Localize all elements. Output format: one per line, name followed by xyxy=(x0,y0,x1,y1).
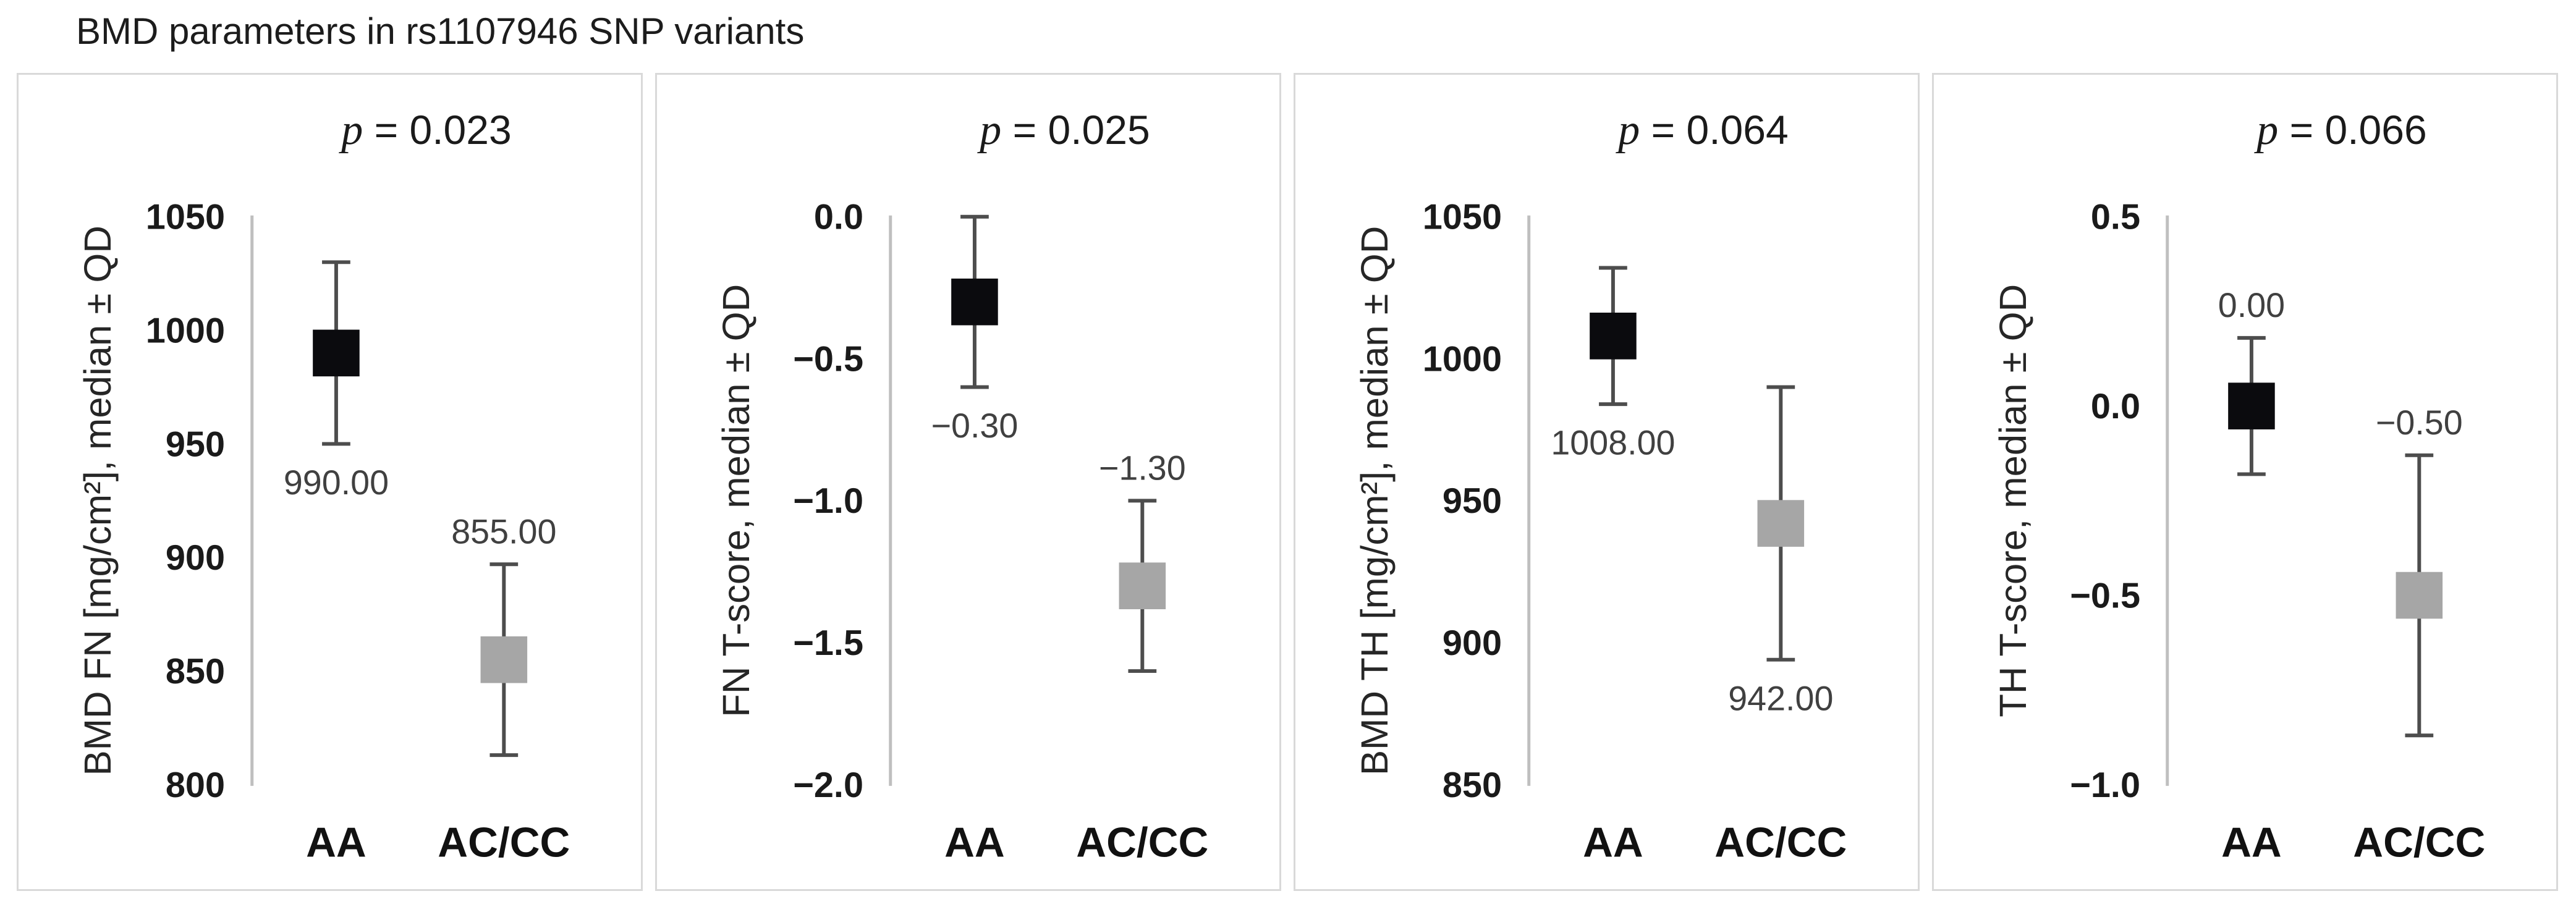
y-tick-label: 850 xyxy=(1443,766,1502,805)
p-value: p = 0.023 xyxy=(253,106,600,155)
p-symbol: p xyxy=(341,106,363,154)
category-label: AA xyxy=(2221,819,2282,866)
y-tick-label: 0.5 xyxy=(2091,198,2140,237)
category-label: AC/CC xyxy=(1714,819,1847,866)
median-marker xyxy=(313,329,360,377)
y-tick-label: −1.0 xyxy=(793,481,863,521)
chart-panel-fn-tscore: p = 0.025 0.0 −0.5 −1.0 −1.5 −2.0 FN T-score,… xyxy=(655,73,1281,891)
y-tick-label: 1000 xyxy=(1423,339,1502,379)
errorbar-plot: 0.0 −0.5 −1.0 −1.5 −2.0 FN T-score, median ± … xyxy=(715,198,1208,866)
p-symbol: p xyxy=(2256,106,2279,154)
y-tick-label: 1050 xyxy=(1423,198,1502,237)
category-label: AA xyxy=(306,819,366,866)
category-label: AC/CC xyxy=(438,819,570,866)
y-tick-label: 950 xyxy=(1443,481,1502,521)
y-tick-label: 950 xyxy=(166,424,225,464)
y-tick-label: 0.0 xyxy=(814,198,863,237)
p-symbol: p xyxy=(980,106,1002,154)
median-marker xyxy=(1119,562,1166,610)
y-tick-label: −0.5 xyxy=(2070,576,2140,615)
chart-panel-th-tscore: p = 0.066 0.5 0.0 −0.5 −1.0 TH T-score, medi… xyxy=(1932,73,2558,891)
y-tick-label: 800 xyxy=(166,766,225,805)
value-label: 990.00 xyxy=(284,463,389,502)
value-label: 1008.00 xyxy=(1551,424,1675,462)
y-tick-label: 900 xyxy=(1443,623,1502,663)
y-tick-label: −1.0 xyxy=(2070,766,2140,805)
category-label: AA xyxy=(944,819,1005,866)
value-label: −1.30 xyxy=(1099,449,1186,487)
value-label: 0.00 xyxy=(2218,286,2285,324)
category-label: AA xyxy=(1583,819,1643,866)
value-label: −0.50 xyxy=(2376,403,2463,442)
y-tick-label: 850 xyxy=(166,652,225,691)
p-value-text: = 0.064 xyxy=(1640,107,1789,153)
y-axis-title: BMD FN [mg/cm²], median ± QD xyxy=(77,226,119,775)
median-marker xyxy=(951,278,998,326)
category-label: AC/CC xyxy=(2353,819,2485,866)
p-value: p = 0.025 xyxy=(892,106,1238,155)
figure-title: BMD parameters in rs1107946 SNP variants xyxy=(76,11,805,52)
category-label: AC/CC xyxy=(1076,819,1208,866)
value-label: 855.00 xyxy=(451,512,556,551)
errorbar-plot: 1050 1000 950 900 850 800 BMD FN [mg/cm²], med… xyxy=(77,198,570,866)
y-tick-label: 900 xyxy=(166,538,225,578)
value-label: −0.30 xyxy=(931,407,1019,445)
median-marker xyxy=(2396,572,2443,619)
p-symbol: p xyxy=(1618,106,1640,154)
p-value-text: = 0.066 xyxy=(2278,107,2427,153)
p-value-text: = 0.023 xyxy=(363,107,512,153)
median-marker xyxy=(1757,500,1805,547)
p-value-text: = 0.025 xyxy=(1001,107,1150,153)
p-value: p = 0.066 xyxy=(2169,106,2515,155)
y-tick-label: 1000 xyxy=(146,311,225,350)
y-axis-title: FN T-score, median ± QD xyxy=(715,284,758,717)
median-marker xyxy=(480,636,528,683)
y-tick-label: −1.5 xyxy=(793,623,863,663)
p-value: p = 0.064 xyxy=(1530,106,1876,155)
y-tick-label: −2.0 xyxy=(793,766,863,805)
y-tick-label: 1050 xyxy=(146,198,225,237)
y-axis-title: BMD TH [mg/cm²], median ± QD xyxy=(1354,226,1396,775)
y-tick-label: −0.5 xyxy=(793,339,863,379)
errorbar-plot: 0.5 0.0 −0.5 −1.0 TH T-score, median ± QD 0.0… xyxy=(1992,198,2485,866)
panel-row: p = 0.023 1050 1000 950 900 850 800 BMD FN [mg… xyxy=(17,73,2558,891)
errorbar-plot: 1050 1000 950 900 850 BMD TH [mg/cm²], median… xyxy=(1354,198,1847,866)
median-marker xyxy=(2228,382,2275,429)
median-marker xyxy=(1590,312,1637,360)
y-axis-title: TH T-score, median ± QD xyxy=(1992,284,2035,717)
chart-panel-bmd-fn: p = 0.023 1050 1000 950 900 850 800 BMD FN [mg… xyxy=(17,73,643,891)
value-label: 942.00 xyxy=(1728,679,1833,717)
y-tick-label: 0.0 xyxy=(2091,387,2140,426)
chart-panel-bmd-th: p = 0.064 1050 1000 950 900 850 BMD TH [mg/cm… xyxy=(1294,73,1920,891)
